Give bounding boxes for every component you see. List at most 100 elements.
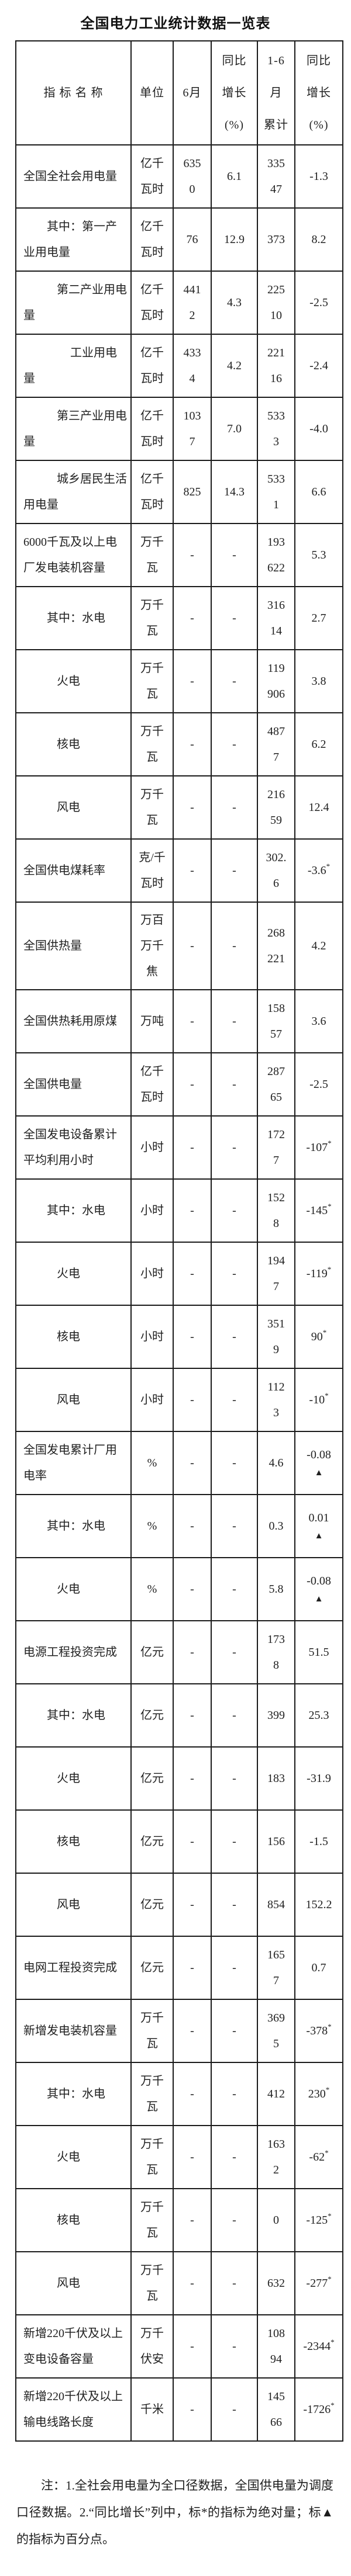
june-yoy-cell: - xyxy=(211,1052,258,1117)
june-value-cell: - xyxy=(173,1178,212,1243)
indicator-name-cell: 其中：水电 xyxy=(15,1683,132,1748)
indicator-name-cell: 火电 xyxy=(15,2125,132,2189)
june-value-cell: - xyxy=(173,712,212,776)
unit-cell: 万千 瓦 xyxy=(130,1999,174,2063)
table-row: 全国供电煤耗率 克/千 瓦时 - - 302.6 -3.6* xyxy=(15,838,343,903)
percentage-point-marker: ▲ xyxy=(314,1594,324,1604)
table-row: 火电 % - - 5.8 -0.08 ▲ xyxy=(15,1557,343,1621)
cumulative-yoy-cell: -1726* xyxy=(294,2377,343,2442)
table-row: 火电 万千 瓦 - - 1632 -62* xyxy=(15,2125,343,2189)
cumulative-yoy-cell: -119* xyxy=(294,1242,343,1306)
cumulative-value-cell: 854 xyxy=(257,1873,295,1937)
absolute-value-marker: * xyxy=(325,2148,329,2157)
table-row: 风电 亿元 - - 854 152.2 xyxy=(15,1873,343,1937)
indicator-name-cell: 新增发电装机容量 xyxy=(15,1999,132,2063)
table-row: 新增220千伏及以上 变电设备容量 万千 伏安 - - 10894 -2344* xyxy=(15,2314,343,2379)
absolute-value-marker: * xyxy=(328,1202,332,1211)
cumulative-value-cell: 119906 xyxy=(257,649,295,713)
table-row: 全国供电量 亿千 瓦时 - - 28765 -2.5 xyxy=(15,1052,343,1117)
june-value-cell: - xyxy=(173,1683,212,1748)
unit-cell: 克/千 瓦时 xyxy=(130,838,174,903)
june-yoy-cell: 4.2 xyxy=(211,334,258,398)
indicator-name-cell: 全国供电量 xyxy=(15,1052,132,1117)
cumulative-value-cell: 5331 xyxy=(257,460,295,524)
june-yoy-cell: - xyxy=(211,2188,258,2252)
indicator-name-cell: 风电 xyxy=(15,775,132,840)
absolute-value-marker: * xyxy=(331,2338,335,2346)
unit-cell: 千米 xyxy=(130,2377,174,2442)
cumulative-value-cell: 183 xyxy=(257,1746,295,1811)
indicator-name-cell: 风电 xyxy=(15,2251,132,2315)
absolute-value-marker: * xyxy=(325,2085,330,2094)
cumulative-value-cell: 632 xyxy=(257,2251,295,2315)
cumulative-value-cell: 1632 xyxy=(257,2125,295,2189)
june-value-cell: - xyxy=(173,2377,212,2442)
unit-cell: 亿千 瓦时 xyxy=(130,334,174,398)
cumulative-value-cell: 33547 xyxy=(257,144,295,209)
indicator-name-cell: 其中：水电 xyxy=(15,586,132,650)
june-value-cell: 1037 xyxy=(173,397,212,461)
unit-cell: 万千 瓦 xyxy=(130,2251,174,2315)
unit-cell: % xyxy=(130,1557,174,1621)
indicator-name-cell: 核电 xyxy=(15,712,132,776)
june-yoy-cell: - xyxy=(211,1431,258,1495)
june-value-cell: - xyxy=(173,2125,212,2189)
cumulative-value-cell: 0.3 xyxy=(257,1494,295,1558)
absolute-value-marker: * xyxy=(331,2401,335,2409)
cumulative-yoy-cell: -4.0 xyxy=(294,397,343,461)
cumulative-value-cell: 15857 xyxy=(257,989,295,1053)
cumulative-value-cell: 1528 xyxy=(257,1178,295,1243)
indicator-name-cell: 风电 xyxy=(15,1368,132,1432)
cumulative-value-cell: 14566 xyxy=(257,2377,295,2442)
june-yoy-cell: - xyxy=(211,1242,258,1306)
cumulative-value-cell: 1123 xyxy=(257,1368,295,1432)
june-yoy-cell: - xyxy=(211,2314,258,2379)
cumulative-yoy-cell: 230* xyxy=(294,2062,343,2126)
cumulative-value-cell: 193622 xyxy=(257,523,295,587)
indicator-name-cell: 电网工程投资完成 xyxy=(15,1936,132,2000)
table-row: 其中：水电 小时 - - 1528 -145* xyxy=(15,1178,343,1243)
june-value-cell: - xyxy=(173,1620,212,1684)
percentage-point-marker: ▲ xyxy=(314,1531,324,1541)
june-value-cell: - xyxy=(173,1557,212,1621)
cumulative-yoy-cell: -277* xyxy=(294,2251,343,2315)
unit-cell: 万千 瓦 xyxy=(130,712,174,776)
cumulative-yoy-cell: -125* xyxy=(294,2188,343,2252)
table-row: 风电 万千 瓦 - - 21659 12.4 xyxy=(15,775,343,840)
indicator-name-cell: 工业用电 量 xyxy=(15,334,132,398)
june-yoy-cell: - xyxy=(211,649,258,713)
june-value-cell: - xyxy=(173,1052,212,1117)
indicator-name-cell: 其中：水电 xyxy=(15,1178,132,1243)
cumulative-yoy-cell: 51.5 xyxy=(294,1620,343,1684)
page-title: 全国电力工业统计数据一览表 xyxy=(80,16,271,32)
absolute-value-marker: * xyxy=(326,862,331,871)
june-yoy-cell: - xyxy=(211,1809,258,1874)
cumulative-yoy-cell: -0.08 ▲ xyxy=(294,1431,343,1495)
cumulative-yoy-cell: -1.5 xyxy=(294,1809,343,1874)
indicator-name-cell: 6000千瓦及以上电 厂发电装机容量 xyxy=(15,523,132,587)
unit-cell: 万千 瓦 xyxy=(130,649,174,713)
absolute-value-marker: * xyxy=(328,2275,332,2283)
indicator-name-cell: 火电 xyxy=(15,1746,132,1811)
table-row: 其中：第一产 业用电量 亿千 瓦时 76 12.9 373 8.2 xyxy=(15,207,343,272)
june-yoy-cell: - xyxy=(211,2377,258,2442)
unit-cell: 小时 xyxy=(130,1368,174,1432)
absolute-value-marker: * xyxy=(328,2211,332,2220)
indicator-name-cell: 核电 xyxy=(15,2188,132,2252)
june-value-cell: - xyxy=(173,902,212,990)
unit-cell: % xyxy=(130,1494,174,1558)
indicator-name-cell: 新增220千伏及以上 输电线路长度 xyxy=(15,2377,132,2442)
table-row: 风电 万千 瓦 - - 632 -277* xyxy=(15,2251,343,2315)
table-row: 全国发电设备累计 平均利用小时 小时 - - 1727 -107* xyxy=(15,1115,343,1180)
table-row: 核电 小时 - - 3519 90* xyxy=(15,1305,343,1369)
unit-cell: % xyxy=(130,1431,174,1495)
header-indicator-name: 指 标 名 称 xyxy=(15,40,132,145)
table-row: 核电 亿元 - - 156 -1.5 xyxy=(15,1809,343,1874)
june-value-cell: - xyxy=(173,523,212,587)
june-value-cell: - xyxy=(173,2062,212,2126)
unit-cell: 亿元 xyxy=(130,1683,174,1748)
table-row: 电网工程投资完成 亿元 - - 1657 0.7 xyxy=(15,1936,343,2000)
unit-cell: 亿千 瓦时 xyxy=(130,144,174,209)
table-row: 新增220千伏及以上 输电线路长度 千米 - - 14566 -1726* xyxy=(15,2377,343,2442)
indicator-name-cell: 其中：水电 xyxy=(15,1494,132,1558)
